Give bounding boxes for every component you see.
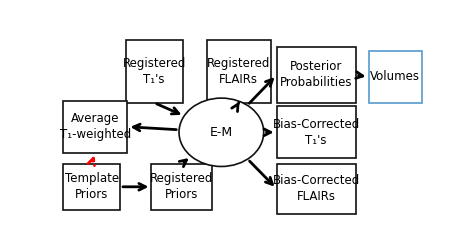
- Text: Posterior
Probabilities: Posterior Probabilities: [280, 60, 352, 90]
- Text: Bias-Corrected
FLAIRs: Bias-Corrected FLAIRs: [273, 174, 360, 203]
- Text: Volumes: Volumes: [370, 70, 420, 83]
- Text: Bias-Corrected
T₁'s: Bias-Corrected T₁'s: [273, 118, 360, 147]
- FancyBboxPatch shape: [276, 164, 356, 214]
- FancyBboxPatch shape: [63, 164, 120, 210]
- FancyBboxPatch shape: [369, 51, 422, 103]
- Text: E-M: E-M: [210, 126, 233, 139]
- Ellipse shape: [179, 98, 264, 167]
- FancyBboxPatch shape: [125, 40, 183, 103]
- FancyBboxPatch shape: [207, 40, 271, 103]
- Text: Registered
Priors: Registered Priors: [150, 172, 213, 201]
- FancyBboxPatch shape: [152, 164, 212, 210]
- Text: Template
Priors: Template Priors: [65, 172, 119, 201]
- FancyBboxPatch shape: [276, 47, 356, 103]
- Text: Registered
T₁'s: Registered T₁'s: [123, 57, 186, 86]
- Text: Average
T₁-weighted: Average T₁-weighted: [60, 112, 131, 141]
- FancyBboxPatch shape: [276, 106, 356, 158]
- FancyBboxPatch shape: [63, 101, 127, 153]
- Text: Registered
FLAIRs: Registered FLAIRs: [207, 57, 271, 86]
